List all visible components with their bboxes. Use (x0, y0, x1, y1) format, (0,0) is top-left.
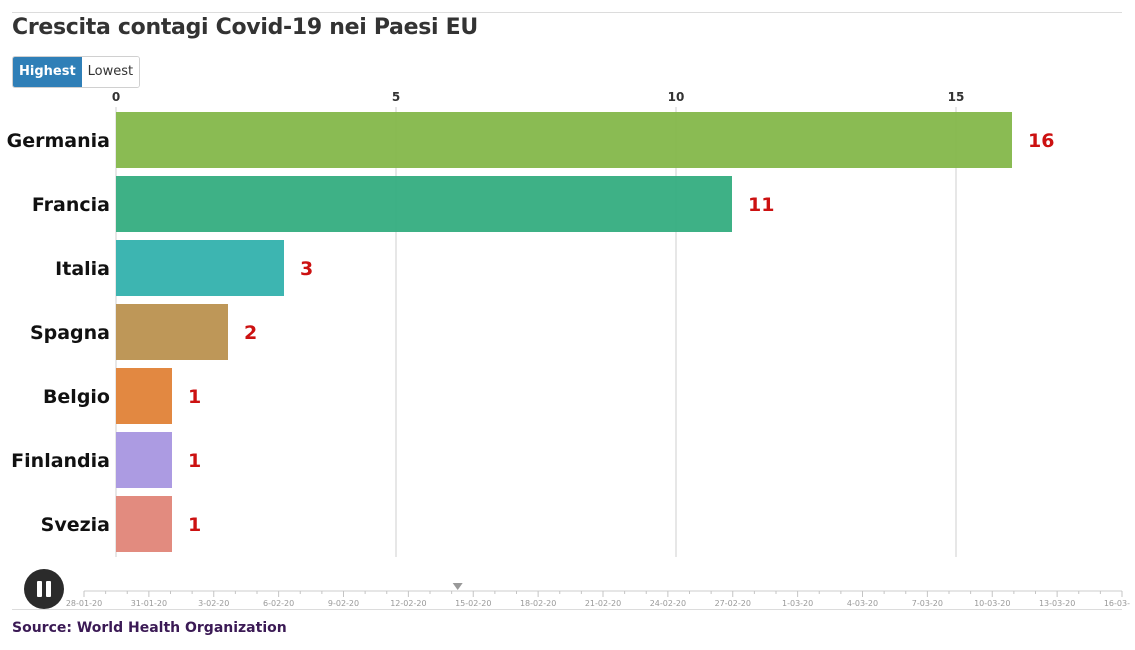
value-label: 11 (748, 194, 774, 216)
value-label: 2 (244, 322, 257, 344)
timeline-date-label: 13-03-20 (1039, 599, 1075, 608)
category-label: Finlandia (11, 450, 110, 472)
timeline-date-label: 9-02-20 (328, 599, 359, 608)
x-tick-label: 15 (948, 90, 965, 104)
timeline-date-label: 16-03-20 (1104, 599, 1130, 608)
value-label: 1 (188, 386, 201, 408)
category-label: Francia (32, 194, 110, 216)
category-label: Svezia (41, 514, 110, 536)
timeline-handle-icon[interactable] (452, 583, 463, 590)
bar (116, 432, 172, 488)
category-label: Italia (55, 258, 110, 280)
gridlines (115, 107, 957, 557)
timeline-date-label: 3-02-20 (198, 599, 229, 608)
bar (116, 368, 172, 424)
timeline-date-label: 7-03-20 (912, 599, 943, 608)
value-label: 3 (300, 258, 313, 280)
bar (116, 176, 732, 232)
bar (116, 240, 284, 296)
timeline-date-label: 21-02-20 (585, 599, 621, 608)
timeline-date-label: 31-01-20 (131, 599, 167, 608)
sort-toggle: Highest Lowest (12, 56, 141, 88)
x-tick-label: 10 (668, 90, 685, 104)
timeline-date-label: 12-02-20 (390, 599, 426, 608)
category-label: Spagna (30, 322, 110, 344)
top-divider (12, 12, 1122, 13)
timeline-date-label: 15-02-20 (455, 599, 491, 608)
highest-button[interactable]: Highest (13, 57, 82, 87)
bar (116, 112, 1012, 168)
timeline-slider[interactable]: 28-01-20 31-01-20 3-02-20 6-02-20 9-02-20 12-… (60, 580, 1130, 610)
bar (116, 496, 172, 552)
chart-title: Crescita contagi Covid-19 nei Paesi EU (12, 15, 478, 40)
timeline-date-label: 28-01-20 (66, 599, 102, 608)
x-tick-label: 0 (112, 90, 120, 104)
pause-button[interactable] (24, 569, 64, 609)
timeline-date-label: 24-02-20 (650, 599, 686, 608)
bottom-divider (12, 609, 1122, 610)
timeline-date-label: 27-02-20 (715, 599, 751, 608)
category-label: Belgio (43, 386, 110, 408)
value-label: 16 (1028, 130, 1054, 152)
x-tick-label: 5 (392, 90, 400, 104)
lowest-button[interactable]: Lowest (81, 57, 140, 87)
value-label: 1 (188, 514, 201, 536)
timeline-date-label: 10-03-20 (974, 599, 1010, 608)
timeline-date-label: 4-03-20 (847, 599, 878, 608)
bar (116, 304, 228, 360)
timeline-date-label: 1-03-20 (782, 599, 813, 608)
timeline-date-label: 6-02-20 (263, 599, 294, 608)
category-label: Germania (7, 130, 110, 152)
source-note: Source: World Health Organization (12, 620, 287, 636)
value-label: 1 (188, 450, 201, 472)
timeline-date-label: 18-02-20 (520, 599, 556, 608)
